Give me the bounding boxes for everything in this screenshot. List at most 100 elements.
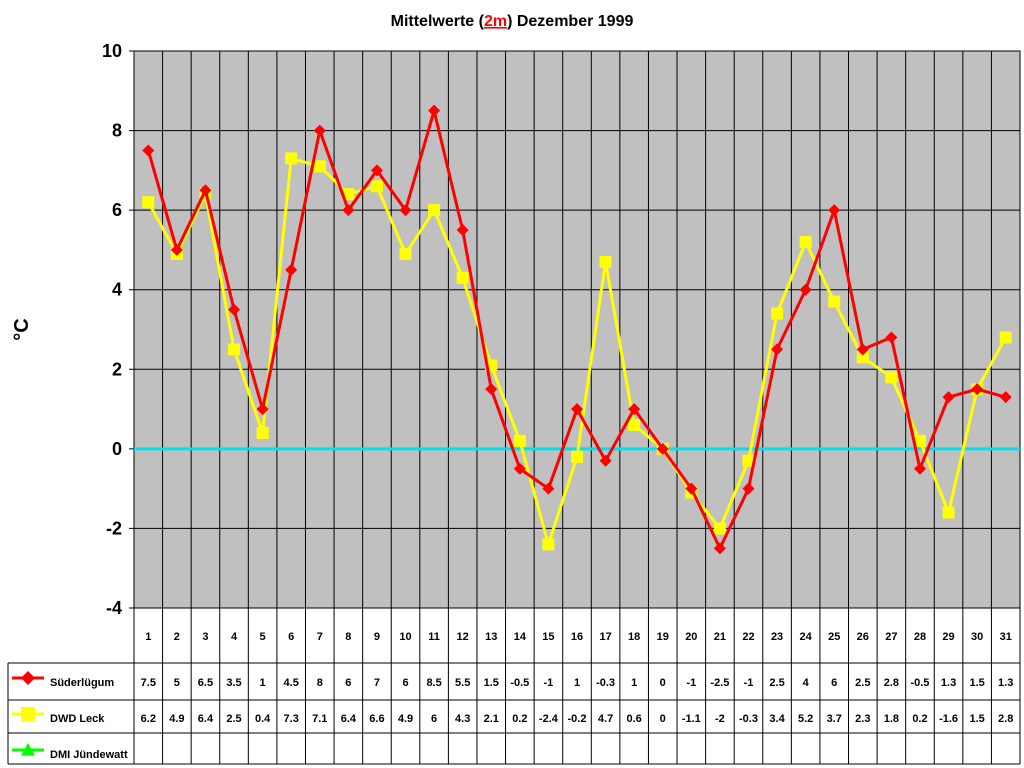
data-label: 0.4 (255, 713, 271, 725)
legend-marker (21, 671, 35, 685)
data-point (199, 184, 212, 197)
data-point (571, 403, 583, 416)
data-point (571, 450, 583, 463)
data-point (256, 426, 269, 439)
y-tick-label: 8 (112, 121, 122, 141)
data-label: 0 (660, 677, 666, 689)
data-point (856, 351, 869, 364)
data-label: 1.5 (969, 677, 984, 689)
y-tick-label: 6 (112, 200, 122, 220)
data-label: 1.5 (969, 713, 984, 725)
y-tick-label: 4 (112, 280, 122, 300)
data-point (313, 160, 326, 173)
x-tick-label: 31 (1000, 631, 1012, 643)
x-tick-label: 7 (317, 631, 323, 643)
data-point (999, 391, 1012, 404)
data-label: 6.4 (198, 713, 214, 725)
data-point (913, 434, 926, 447)
data-point (942, 506, 955, 519)
data-label: 4.9 (169, 713, 184, 725)
x-tick-label: 28 (914, 631, 926, 643)
x-tick-label: 6 (288, 631, 294, 643)
data-point (399, 204, 412, 217)
data-label: 2.1 (484, 713, 499, 725)
data-point (885, 331, 898, 344)
data-point (485, 383, 498, 396)
data-label: -0.3 (596, 677, 615, 689)
data-point (685, 482, 698, 495)
x-tick-label: 19 (657, 631, 669, 643)
data-label: -1.1 (682, 713, 701, 725)
x-tick-label: 10 (399, 631, 411, 643)
plot-area (133, 50, 1021, 609)
legend-label: Süderlügum (50, 677, 114, 689)
data-label: 5 (174, 677, 180, 689)
data-label: 4.5 (284, 677, 299, 689)
data-label: 2.8 (998, 713, 1013, 725)
data-point (513, 434, 526, 447)
x-tick-label: 3 (202, 631, 208, 643)
data-label: 2.5 (855, 677, 870, 689)
data-point (228, 303, 241, 316)
data-label: 7 (374, 677, 380, 689)
title-highlight: 2m (484, 13, 507, 30)
data-label: 6.4 (341, 713, 357, 725)
data-label: 3.5 (226, 677, 241, 689)
data-label: 4.3 (455, 713, 470, 725)
data-point (799, 235, 812, 248)
data-point (342, 204, 355, 217)
data-point (142, 144, 155, 157)
x-tick-label: 21 (714, 631, 726, 643)
data-point (913, 462, 926, 475)
data-point (256, 403, 269, 416)
x-tick-label: 24 (800, 631, 813, 643)
data-label: 6 (402, 677, 408, 689)
data-label: 8 (317, 677, 323, 689)
data-point (285, 152, 298, 165)
x-tick-label: 16 (571, 631, 583, 643)
data-point (513, 462, 526, 475)
data-label: 6.2 (141, 713, 156, 725)
data-label: 2.5 (769, 677, 784, 689)
data-label: 1 (631, 677, 637, 689)
data-label: 5.5 (455, 677, 470, 689)
data-label: 1 (574, 677, 580, 689)
data-point (428, 204, 441, 217)
data-point (142, 196, 155, 209)
x-tick-label: 2 (174, 631, 180, 643)
data-point (542, 482, 555, 495)
data-label: 7.1 (312, 713, 327, 725)
data-label: 4.7 (598, 713, 613, 725)
data-label: 2.3 (855, 713, 870, 725)
data-point (599, 255, 612, 268)
data-point (856, 343, 869, 356)
y-tick-label: -2 (106, 518, 122, 538)
data-label: -0.5 (510, 677, 529, 689)
data-point (971, 383, 984, 396)
data-point (942, 391, 955, 404)
data-label: -1 (544, 677, 554, 689)
y-tick-label: -4 (106, 598, 122, 618)
data-label: -2.4 (539, 713, 559, 725)
x-tick-label: 4 (231, 631, 238, 643)
data-point (742, 482, 755, 495)
data-point (456, 224, 469, 237)
data-label: 3.4 (769, 713, 785, 725)
data-point (799, 283, 812, 296)
data-label: -2.5 (710, 677, 729, 689)
x-tick-label: 8 (345, 631, 351, 643)
x-tick-label: 30 (971, 631, 983, 643)
data-point (342, 188, 355, 201)
data-label: -1.6 (939, 713, 958, 725)
data-point (656, 442, 669, 455)
data-point (828, 295, 841, 308)
x-tick-label: 29 (942, 631, 954, 643)
title-prefix: Mittelwerte ( (391, 13, 485, 30)
data-label: 6 (345, 677, 351, 689)
data-label: 8.5 (426, 677, 441, 689)
legend-marker (21, 707, 35, 721)
data-point (399, 247, 412, 260)
data-label: 0.6 (627, 713, 642, 725)
x-tick-label: 5 (260, 631, 266, 643)
